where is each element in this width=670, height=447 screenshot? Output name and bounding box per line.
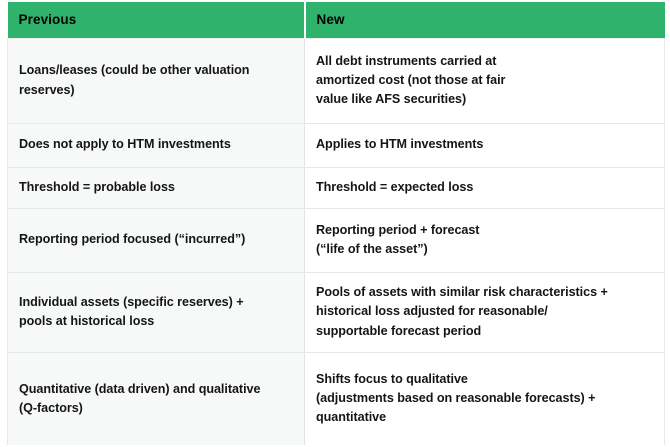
table-row: Does not apply to HTM investments Applie…	[7, 123, 665, 168]
cell-new: All debt instruments carried at amortize…	[304, 37, 665, 124]
table-row: Reporting period focused (“incurred”) Re…	[7, 208, 665, 273]
table-row: Loans/leases (could be other valuation r…	[7, 37, 665, 124]
table-row: Quantitative (data driven) and qualitati…	[7, 352, 665, 445]
column-header-new: New	[304, 2, 665, 38]
cell-previous: Threshold = probable loss	[7, 167, 305, 209]
cell-previous: Does not apply to HTM investments	[7, 123, 305, 168]
table-row: Threshold = probable loss Threshold = ex…	[7, 167, 665, 209]
cell-previous: Individual assets (specific reserves) + …	[7, 272, 305, 353]
cell-new: Shifts focus to qualitative (adjustments…	[304, 352, 665, 445]
cell-new: Reporting period + forecast (“life of th…	[304, 208, 665, 273]
cell-previous: Quantitative (data driven) and qualitati…	[7, 352, 305, 445]
cell-new: Pools of assets with similar risk charac…	[304, 272, 665, 353]
cell-new: Applies to HTM investments	[304, 123, 665, 168]
cell-new: Threshold = expected loss	[304, 167, 665, 209]
comparison-table: Previous New Loans/leases (could be othe…	[7, 2, 665, 445]
column-header-previous: Previous	[7, 2, 306, 38]
table-header: Previous New	[7, 2, 665, 38]
cell-previous: Loans/leases (could be other valuation r…	[7, 37, 305, 124]
table-body: Loans/leases (could be other valuation r…	[7, 37, 665, 445]
cell-previous: Reporting period focused (“incurred”)	[7, 208, 305, 273]
table-row: Individual assets (specific reserves) + …	[7, 272, 665, 353]
table-header-row: Previous New	[7, 2, 665, 38]
